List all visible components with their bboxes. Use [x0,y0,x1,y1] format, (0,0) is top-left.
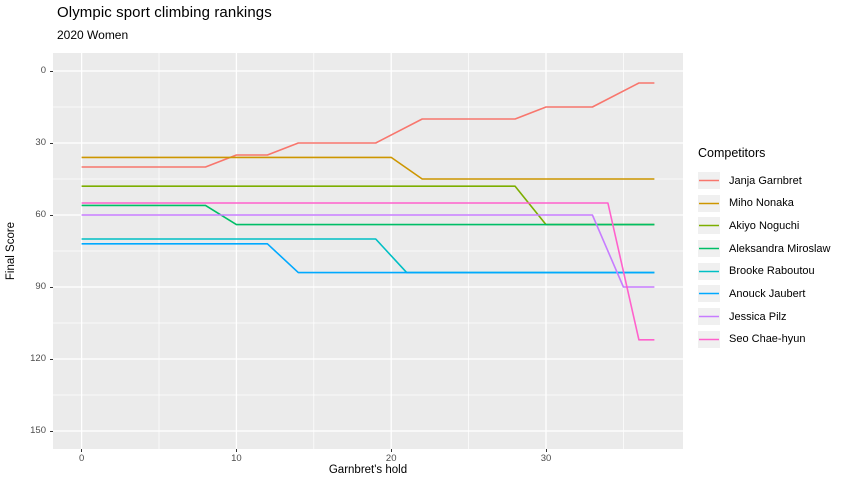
x-axis-title: Garnbret's hold [328,464,408,476]
x-tick-mark [235,449,237,452]
legend-item-aleksandra-miroslaw: Aleksandra Miroslaw [698,240,858,258]
y-tick-label: 150 [30,425,46,436]
x-tick-mark [390,449,392,452]
legend-title: Competitors [698,146,766,160]
y-tick-mark [50,358,53,360]
y-tick-mark [50,286,53,288]
y-axis-title: Final Score [5,221,17,281]
legend-key-swatch [698,330,720,348]
legend-item-label: Miho Nonaka [729,197,794,210]
legend-item-anouck-jaubert: Anouck Jaubert [698,285,858,303]
legend-key-swatch [698,308,720,326]
series-line-anouck-jaubert [81,243,655,274]
x-tick-label: 10 [231,453,242,464]
x-tick-mark [81,449,83,452]
legend-item-seo-chae-hyun: Seo Chae-hyun [698,330,858,348]
legend-items: Janja Garnbret Miho Nonaka Akiyo Noguchi Al… [698,172,858,348]
legend-item-miho-nonaka: Miho Nonaka [698,194,858,212]
plot-panel [53,53,683,449]
y-tick-mark [50,430,53,432]
legend-item-janja-garnbret: Janja Garnbret [698,172,858,189]
legend-item-label: Aleksandra Miroslaw [729,242,831,255]
legend: Competitors Janja Garnbret Miho Nonaka Aki… [698,146,858,354]
chart-subtitle: 2020 Women [57,28,129,42]
chart-title: Olympic sport climbing rankings [57,4,272,21]
legend-key-swatch [698,194,720,212]
x-tick-label: 20 [385,453,397,464]
y-tick-label: 0 [40,65,46,76]
legend-key-swatch [698,285,720,303]
series-line-miho-nonaka [81,156,655,180]
legend-item-label: Brooke Raboutou [729,265,815,278]
x-tick-label: 0 [78,453,85,464]
x-tick-mark [545,449,547,452]
legend-item-brooke-raboutou: Brooke Raboutou [698,262,858,280]
plot-area-svg [53,53,683,449]
y-tick-mark [50,214,53,216]
legend-key-swatch [698,240,720,258]
legend-item-label: Seo Chae-hyun [729,333,806,346]
legend-item-jessica-pilz: Jessica Pilz [698,308,858,326]
x-tick-label: 30 [540,453,552,464]
legend-item-label: Janja Garnbret [729,174,802,187]
y-tick-label: 120 [30,353,46,364]
y-tick-mark [50,70,53,72]
y-tick-label: 90 [35,281,46,292]
legend-key-swatch [698,172,720,189]
legend-item-label: Akiyo Noguchi [729,219,800,232]
legend-item-akiyo-noguchi: Akiyo Noguchi [698,217,858,235]
y-tick-label: 30 [35,137,46,148]
y-tick-mark [50,142,53,144]
series-line-jessica-pilz [81,214,655,288]
legend-key-swatch [698,217,720,235]
series-line-janja-garnbret [81,82,655,168]
y-tick-label: 60 [35,209,46,220]
series-line-seo-chae-hyun [81,202,655,341]
legend-key-swatch [698,262,720,280]
legend-item-label: Jessica Pilz [729,310,787,323]
legend-item-label: Anouck Jaubert [729,287,806,300]
